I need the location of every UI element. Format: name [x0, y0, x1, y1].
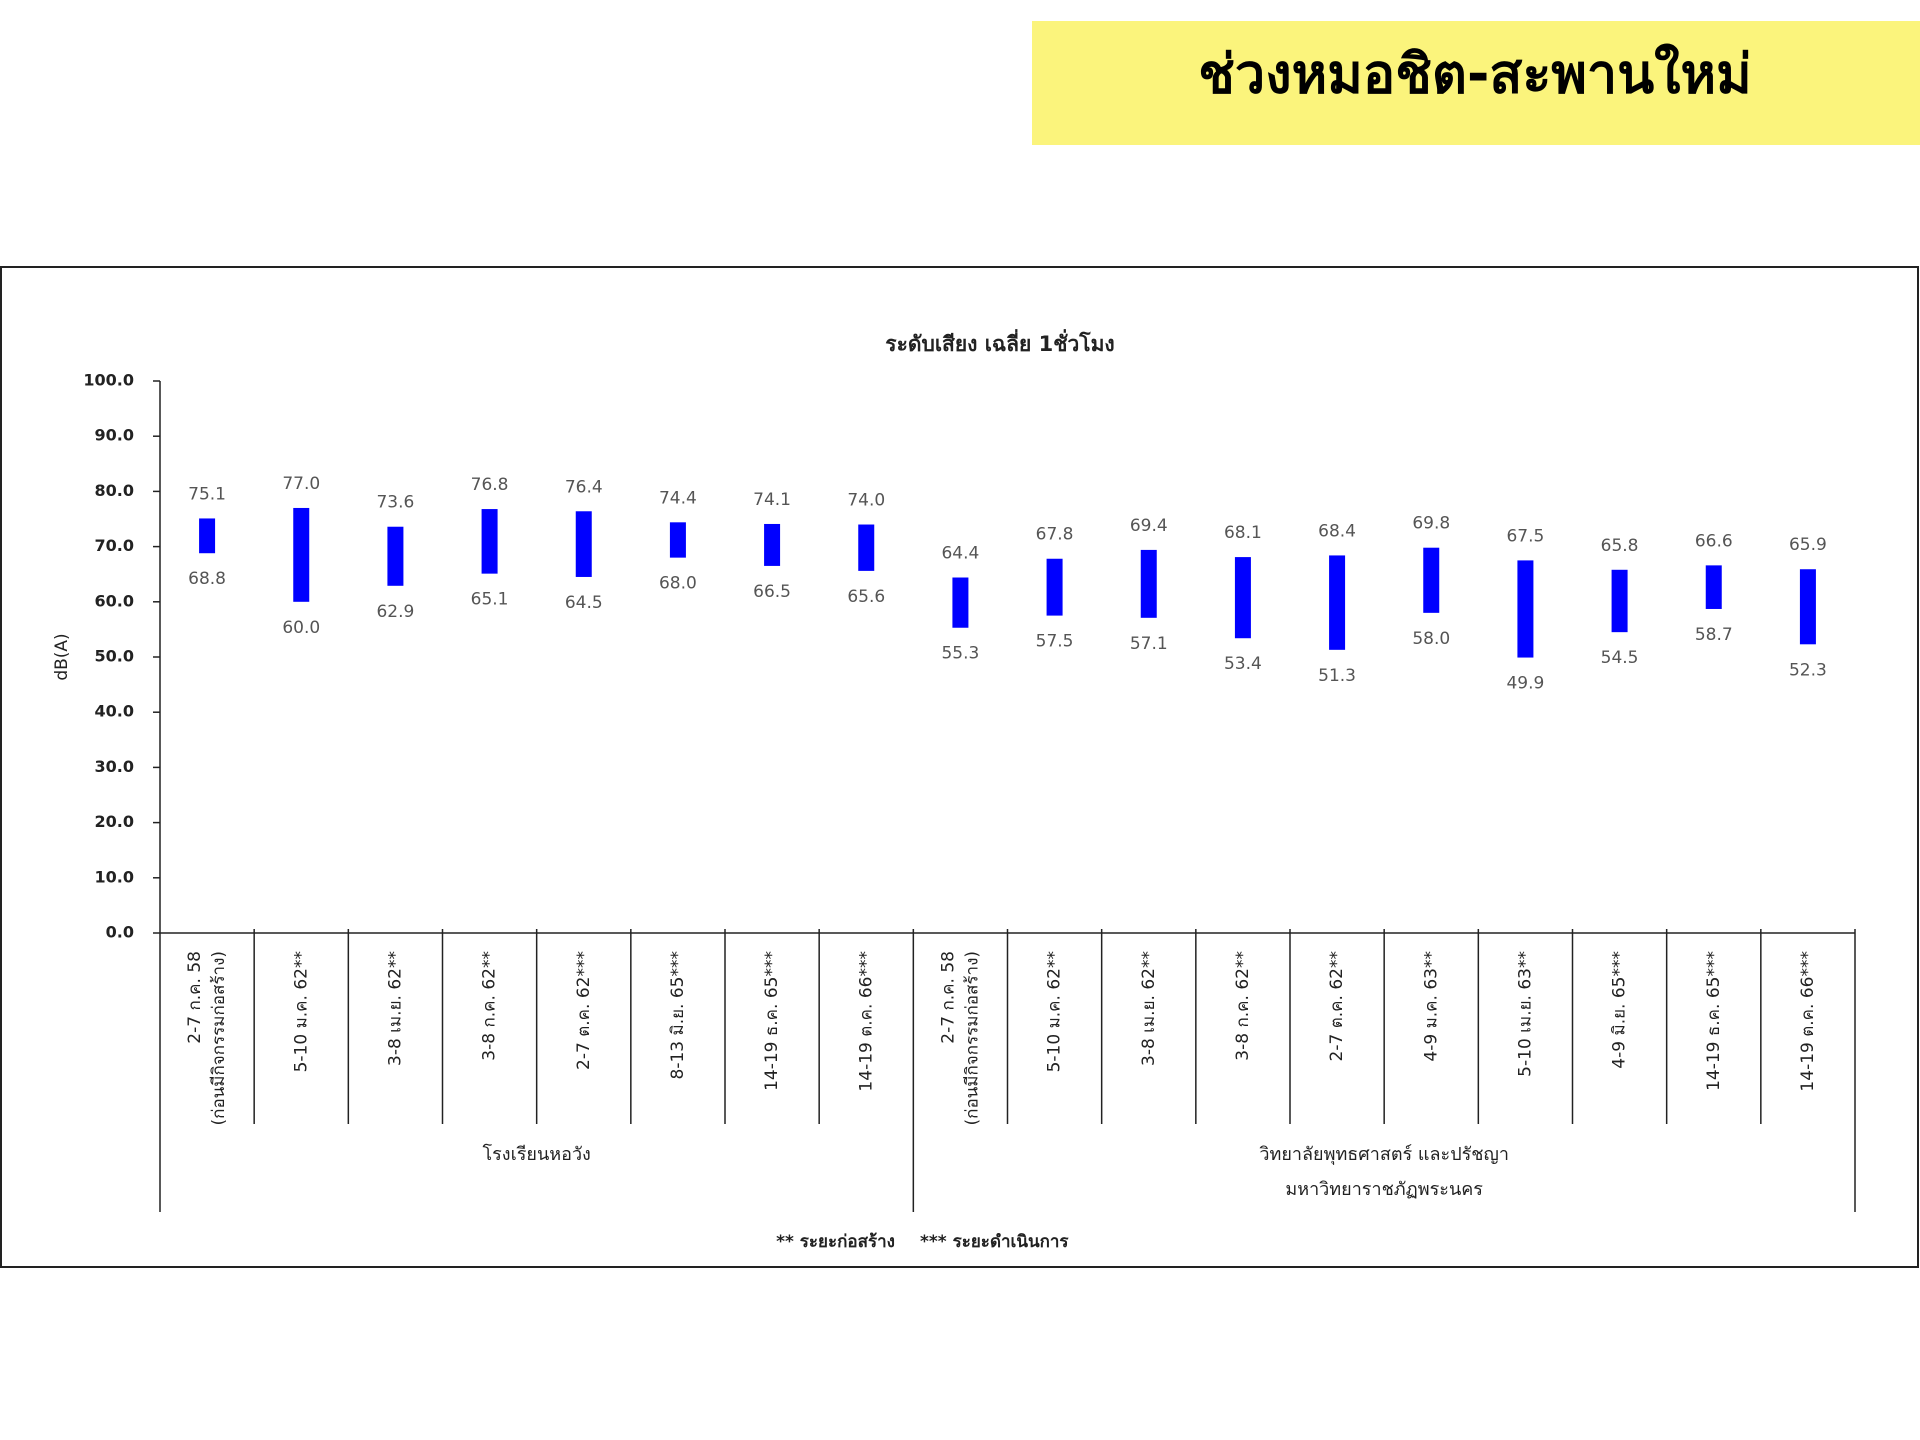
- low-label: 65.1: [471, 590, 509, 610]
- footnote: ** ระยะก่อสร้าง: [776, 1232, 895, 1252]
- high-label: 67.5: [1506, 526, 1544, 546]
- y-tick-label: 90.0: [95, 426, 134, 445]
- low-label: 57.5: [1036, 632, 1074, 652]
- x-tick-label: 4-9 มิ.ย. 65***: [1610, 951, 1630, 1069]
- group-label: วิทยาลัยพุทธศาสตร์ และปรัชญา: [1259, 1144, 1509, 1165]
- high-label: 74.0: [847, 491, 885, 511]
- high-label: 69.8: [1412, 514, 1450, 534]
- chart-frame: [0, 266, 1919, 1268]
- y-tick-label: 40.0: [95, 702, 134, 721]
- x-tick-label: (ก่อนมีกิจกรรมก่อสร้าง): [209, 951, 229, 1125]
- x-tick-label: 14-19 ต.ค. 66***: [856, 951, 876, 1092]
- low-label: 55.3: [941, 644, 979, 664]
- range-bar: [1423, 547, 1440, 613]
- low-label: 68.8: [188, 569, 226, 589]
- x-tick-label: 5-10 ม.ค. 62**: [291, 951, 311, 1072]
- slide-title: ช่วงหมอชิต-สะพานใหม่: [1198, 43, 1751, 106]
- high-label: 76.4: [565, 477, 603, 497]
- title-banner: [1032, 21, 1920, 145]
- low-label: 64.5: [565, 593, 603, 613]
- x-tick-label: (ก่อนมีกิจกรรมก่อสร้าง): [962, 951, 982, 1125]
- high-label: 65.9: [1789, 535, 1827, 555]
- low-label: 65.6: [847, 587, 885, 607]
- x-tick-label: 14-19 ธ.ค. 65***: [762, 951, 782, 1091]
- low-label: 62.9: [376, 602, 414, 622]
- range-bar: [1705, 565, 1722, 609]
- range-bar: [481, 509, 498, 574]
- high-label: 76.8: [471, 475, 509, 495]
- x-tick-label: 3-8 เม.ย. 62**: [1139, 951, 1159, 1066]
- low-label: 52.3: [1789, 660, 1827, 680]
- x-tick-label: 2-7 ต.ค. 62***: [574, 951, 594, 1070]
- range-bar: [575, 511, 592, 577]
- chart-title: ระดับเสียง เฉลี่ย 1ชั่วโมง: [885, 328, 1114, 356]
- high-label: 67.8: [1036, 525, 1074, 545]
- x-tick-label: 8-13 มิ.ย. 65***: [668, 951, 688, 1080]
- range-bar: [199, 518, 216, 554]
- x-tick-label: 5-10 เม.ย. 63**: [1515, 951, 1535, 1077]
- high-label: 65.8: [1601, 536, 1639, 556]
- high-label: 73.6: [376, 493, 414, 513]
- x-tick-label: 14-19 ธ.ค. 65***: [1704, 951, 1724, 1091]
- low-label: 53.4: [1224, 654, 1262, 674]
- y-tick-label: 100.0: [83, 371, 134, 390]
- low-label: 54.5: [1601, 648, 1639, 668]
- range-bar: [669, 522, 686, 558]
- x-tick-label: 14-19 ต.ค. 66***: [1798, 951, 1818, 1092]
- low-label: 60.0: [282, 618, 320, 638]
- range-bar: [293, 507, 310, 602]
- low-label: 66.5: [753, 582, 791, 602]
- range-bar: [952, 577, 969, 628]
- low-label: 58.0: [1412, 629, 1450, 649]
- y-tick-label: 50.0: [95, 647, 134, 666]
- x-tick-label: 3-8 ก.ค. 62**: [480, 951, 500, 1061]
- range-bar: [1046, 558, 1063, 616]
- y-tick-label: 0.0: [106, 923, 134, 942]
- low-label: 49.9: [1506, 674, 1544, 694]
- low-label: 57.1: [1130, 634, 1168, 654]
- x-tick-label: 3-8 เม.ย. 62**: [385, 951, 405, 1066]
- range-bar: [1611, 569, 1628, 633]
- high-label: 74.1: [753, 490, 791, 510]
- x-tick-label: 5-10 ม.ค. 62**: [1045, 951, 1065, 1072]
- range-bar: [1140, 549, 1157, 618]
- high-label: 75.1: [188, 484, 226, 504]
- y-tick-label: 30.0: [95, 757, 134, 776]
- range-bar: [1329, 555, 1346, 650]
- high-label: 66.6: [1695, 531, 1733, 551]
- high-label: 77.0: [282, 474, 320, 494]
- high-label: 69.4: [1130, 516, 1168, 536]
- range-bar: [387, 526, 404, 586]
- high-label: 68.1: [1224, 523, 1262, 543]
- low-label: 51.3: [1318, 666, 1356, 686]
- high-label: 64.4: [941, 544, 979, 564]
- range-bar: [1517, 560, 1534, 658]
- range-bar: [1799, 569, 1816, 645]
- y-tick-label: 60.0: [95, 591, 134, 610]
- group-label: มหาวิทยาราชภัฏพระนคร: [1285, 1179, 1483, 1200]
- x-tick-label: 2-7 ก.ค. 58: [185, 951, 205, 1044]
- x-tick-label: 3-8 ก.ค. 62**: [1233, 951, 1253, 1061]
- low-label: 68.0: [659, 574, 697, 594]
- y-tick-label: 10.0: [95, 867, 134, 886]
- range-bar: [858, 524, 875, 571]
- range-bar: [764, 523, 781, 566]
- y-tick-label: 80.0: [95, 481, 134, 500]
- y-axis-label: dB(A): [52, 633, 72, 680]
- y-tick-label: 70.0: [95, 536, 134, 555]
- x-tick-label: 2-7 ต.ค. 62**: [1327, 951, 1347, 1061]
- range-bar: [1234, 557, 1251, 639]
- footnote: *** ระยะดำเนินการ: [920, 1232, 1069, 1252]
- low-label: 58.7: [1695, 625, 1733, 645]
- group-label: โรงเรียนหอวัง: [482, 1143, 590, 1165]
- high-label: 68.4: [1318, 521, 1356, 541]
- x-tick-label: 2-7 ก.ค. 58: [938, 951, 958, 1044]
- y-tick-label: 20.0: [95, 812, 134, 831]
- x-tick-label: 4-9 ม.ค. 63**: [1421, 951, 1441, 1062]
- high-label: 74.4: [659, 488, 697, 508]
